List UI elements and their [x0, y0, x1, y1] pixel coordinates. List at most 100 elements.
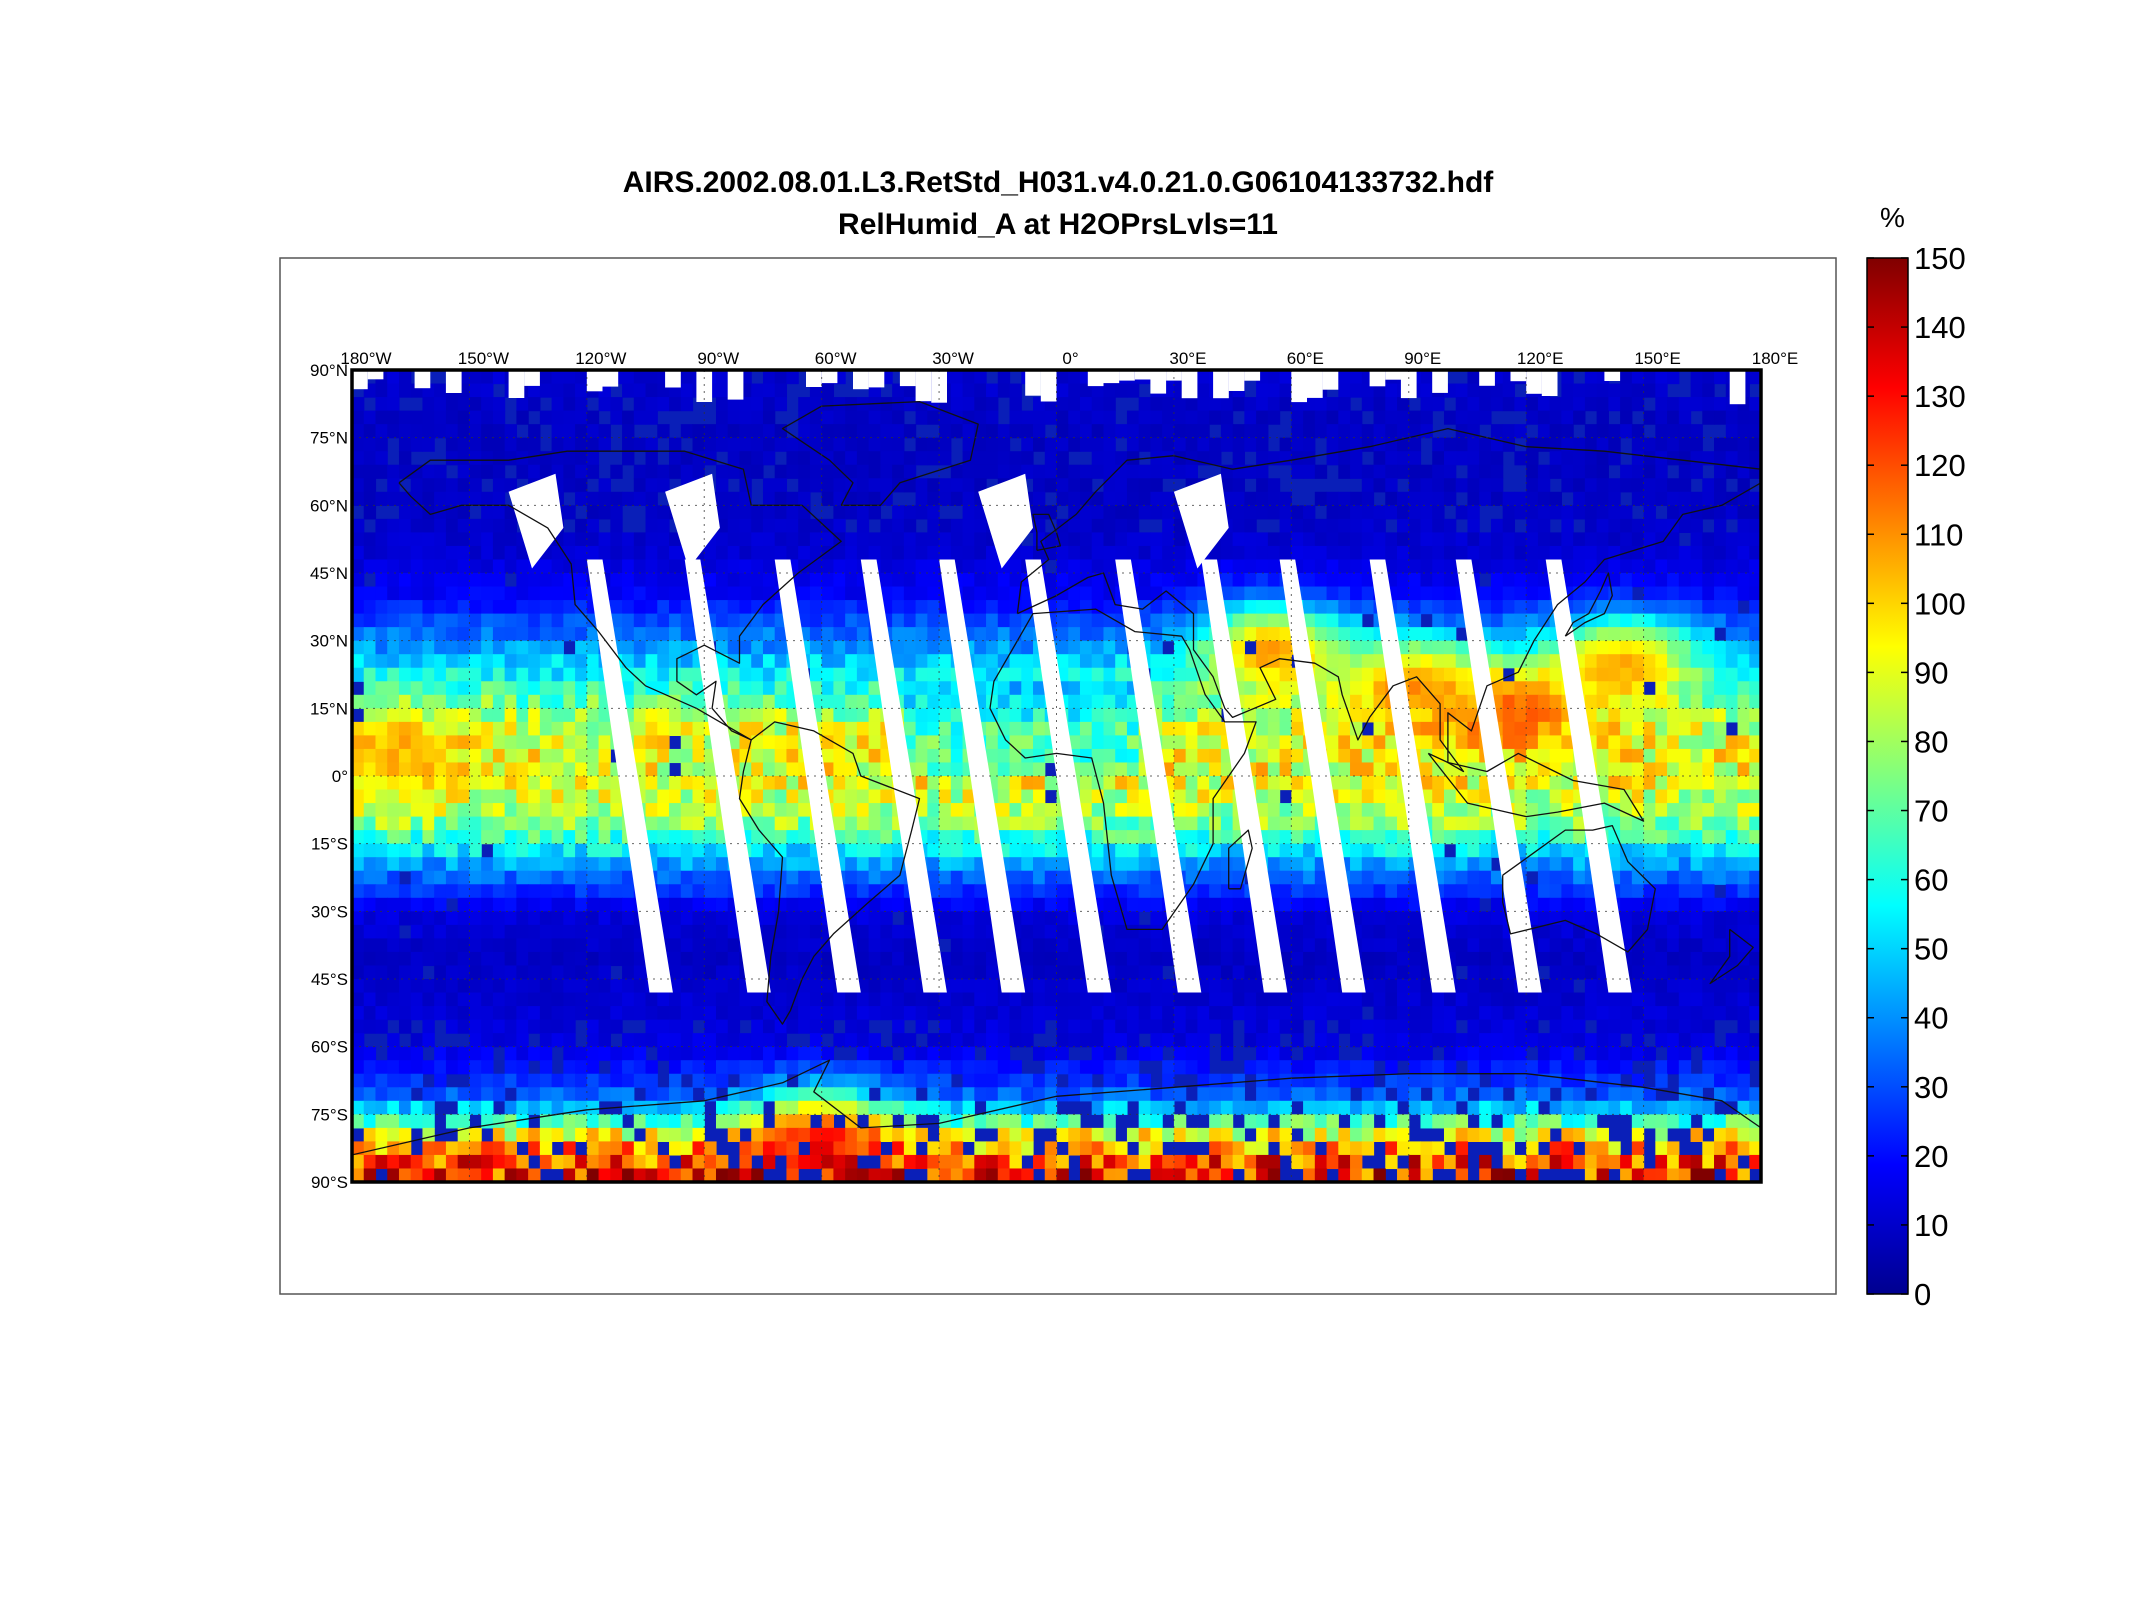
heatmap-cell: [892, 897, 905, 912]
heatmap-cell: [445, 654, 459, 669]
heatmap-cell: [1115, 951, 1128, 967]
heatmap-cell: [1479, 383, 1492, 398]
heatmap-cell: [915, 803, 928, 818]
heatmap-cell: [1443, 640, 1457, 655]
heatmap-cell: [1385, 884, 1398, 899]
heatmap-cell: [950, 424, 964, 439]
heatmap-cell: [1044, 464, 1058, 479]
heatmap-cell: [715, 870, 729, 885]
heatmap-cell: [1467, 924, 1480, 939]
heatmap-cell: [798, 951, 811, 967]
heatmap-cell: [504, 924, 517, 939]
heatmap-cell: [845, 505, 858, 520]
heatmap-cell: [387, 383, 400, 398]
heatmap-cell: [892, 600, 905, 615]
heatmap-cell: [1678, 951, 1692, 967]
heatmap-cell: [1561, 911, 1574, 926]
heatmap-cell: [1256, 721, 1269, 736]
heatmap-cell: [1631, 924, 1645, 939]
heatmap-cell: [845, 667, 858, 682]
heatmap-cell: [974, 559, 987, 574]
heatmap-cell: [1021, 545, 1034, 561]
heatmap-cell: [1467, 721, 1480, 736]
heatmap-cell: [504, 545, 517, 561]
heatmap-cell: [1103, 491, 1116, 506]
heatmap-cell: [1326, 654, 1339, 669]
heatmap-cell: [1267, 491, 1281, 506]
heatmap-cell: [1432, 600, 1445, 615]
heatmap-cell: [1314, 559, 1328, 574]
heatmap-cell: [1138, 613, 1152, 628]
heatmap-cell: [1103, 776, 1116, 791]
heatmap-cell: [1631, 491, 1645, 506]
heatmap-cell: [586, 924, 600, 939]
heatmap-cell: [1502, 654, 1516, 669]
heatmap-cell: [1033, 735, 1046, 750]
heatmap-cell: [1432, 559, 1445, 574]
heatmap-cell: [1631, 464, 1645, 479]
heatmap-cell: [1749, 410, 1761, 425]
heatmap-cell: [1643, 789, 1656, 804]
heatmap-cell: [1185, 830, 1198, 845]
heatmap-cell: [715, 938, 729, 953]
heatmap-cell: [692, 924, 705, 939]
heatmap-cell: [1162, 694, 1175, 709]
heatmap-cell: [1467, 748, 1480, 764]
heatmap-cell: [1643, 735, 1656, 750]
heatmap-cell: [845, 424, 858, 439]
heatmap-cell: [1373, 681, 1386, 696]
heatmap-cell: [633, 437, 647, 452]
heatmap-cell: [457, 884, 471, 899]
heatmap-cell: [809, 654, 823, 669]
heatmap-cell: [1455, 410, 1469, 425]
heatmap-cell: [387, 857, 400, 872]
heatmap-cell: [1596, 586, 1609, 601]
heatmap-cell: [504, 762, 517, 777]
heatmap-cell: [1561, 843, 1574, 858]
heatmap-cell: [1537, 667, 1551, 682]
heatmap-cell: [481, 965, 494, 980]
heatmap-cell: [1256, 491, 1269, 506]
heatmap-cell: [539, 951, 553, 967]
heatmap-cell: [1490, 383, 1504, 398]
heatmap-cell: [974, 938, 987, 953]
heatmap-cell: [856, 857, 870, 872]
heatmap-cell: [669, 397, 682, 412]
heatmap-cell: [445, 748, 459, 764]
heatmap-cell: [786, 437, 799, 452]
heatmap-cell: [1549, 884, 1562, 899]
heatmap-cell: [1314, 424, 1328, 439]
heatmap-cell: [1009, 654, 1022, 669]
heatmap-cell: [1197, 667, 1210, 682]
heatmap-cell: [504, 816, 517, 831]
heatmap-cell: [633, 545, 647, 561]
heatmap-cell: [422, 843, 435, 858]
heatmap-cell: [352, 816, 365, 831]
heatmap-cell: [352, 424, 365, 439]
heatmap-cell: [1314, 545, 1328, 561]
heatmap-cell: [962, 559, 975, 574]
heatmap-cell: [1573, 816, 1586, 831]
heatmap-cell: [551, 708, 564, 723]
heatmap-cell: [398, 789, 412, 804]
heatmap-cell: [762, 573, 776, 588]
heatmap-cell: [398, 721, 412, 736]
heatmap-cell: [551, 654, 564, 669]
heatmap-cell: [1162, 951, 1175, 967]
heatmap-cell: [1350, 640, 1363, 655]
heatmap-cell: [1373, 518, 1386, 533]
heatmap-cell: [1397, 451, 1410, 466]
heatmap-cell: [1338, 600, 1351, 615]
heatmap-cell: [1678, 437, 1692, 452]
heatmap-cell: [1232, 545, 1245, 561]
heatmap-cell: [1244, 518, 1257, 533]
heatmap-cell: [1678, 748, 1692, 764]
heatmap-cell: [539, 924, 553, 939]
heatmap-cell: [1643, 654, 1656, 669]
heatmap-cell: [363, 424, 377, 439]
heatmap-cell: [1021, 924, 1034, 939]
heatmap-cell: [434, 559, 447, 574]
heatmap-cell: [516, 884, 529, 899]
heatmap-cell: [727, 938, 741, 953]
heatmap-cell: [1631, 938, 1645, 953]
